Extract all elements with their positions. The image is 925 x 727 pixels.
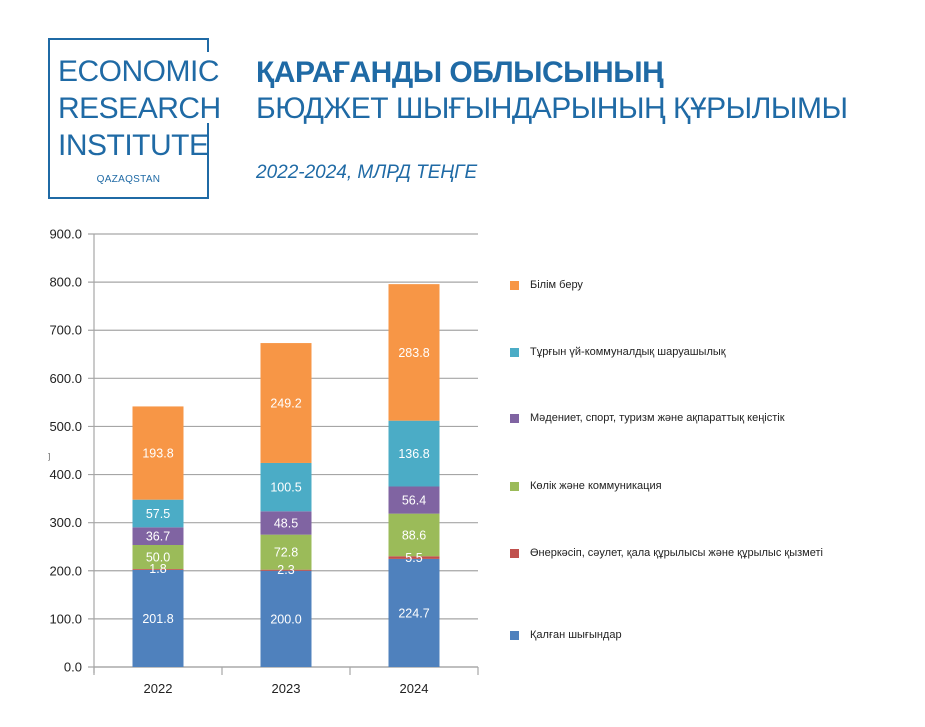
bar-segment [132,569,184,570]
data-label: 2.3 [277,563,294,577]
legend-item: Мәдениет, спорт, туризм және ақпараттық … [510,412,785,424]
x-tick-label: 2023 [272,681,301,696]
page-title-line1: ҚАРАҒАНДЫ ОБЛЫСЫНЫҢ [256,56,664,89]
legend-item: Білім беру [510,279,583,291]
y-tick-label: 0.0 [64,660,82,675]
y-tick-label: 600.0 [49,371,82,386]
data-label: 5.5 [405,551,422,565]
bar-segment [132,527,184,545]
logo-subtext: QAZAQSTAN [96,174,161,185]
y-tick-label: 200.0 [49,563,82,578]
logo-line-economic: ECONOMIC [58,55,220,88]
bar-segment [260,570,312,667]
y-tick-label: 800.0 [49,275,82,290]
legend-swatch [510,630,519,640]
logo-line-institute: INSTITUTE [58,129,209,162]
legend-swatch [510,548,519,558]
data-label: 224.7 [398,606,429,620]
bar-segment [132,544,184,570]
bar-segment [132,569,184,667]
data-label: 193.8 [142,447,173,461]
y-tick-label: 500.0 [49,419,82,434]
bar-segment [388,486,440,514]
legend-label: Тұрғын үй-коммуналдық шаруашылық [530,346,726,358]
bar-segment [260,569,312,571]
x-tick-label: 2024 [400,681,429,696]
data-label: 36.7 [146,530,170,544]
legend-label: Білім беру [530,279,583,291]
legend-item: Көлік және коммуникация [510,480,662,492]
bar-segment [388,420,440,487]
legend-label: Өнеркәсіп, сәулет, қала құрылысы және құ… [530,547,823,559]
y-tick-label: 700.0 [49,323,82,338]
data-label: 72.8 [274,546,298,560]
legend-item: Өнеркәсіп, сәулет, қала құрылысы және құ… [510,547,823,559]
legend-swatch [510,481,519,491]
x-tick-label: 2022 [144,681,173,696]
legend-label: Көлік және коммуникация [530,480,662,492]
data-label: 56.4 [402,494,426,508]
bar-segment [260,462,312,512]
data-label: 1.8 [149,562,166,576]
page-title-line2: БЮДЖЕТ ШЫҒЫНДАРЫНЫҢ ҚҰРЫЛЫМЫ [256,92,848,125]
data-label: 57.5 [146,507,170,521]
legend-swatch [510,280,519,290]
bar-segment [388,558,440,667]
data-label: 50.0 [146,551,170,565]
data-label: 48.5 [274,516,298,530]
logo-frame-bottom [48,197,209,199]
bar-segment [388,513,440,557]
data-label: 100.5 [270,481,301,495]
bar-segment [260,534,312,570]
page-subtitle: 2022-2024, МЛРД ТЕҢГЕ [256,162,478,183]
logo-frame-right-top [207,38,209,52]
legend-swatch [510,347,519,357]
logo-frame-left [48,38,50,199]
logo-frame-top [48,38,209,40]
bar-segment [388,284,440,421]
bar-segment [132,499,184,528]
data-label: 283.8 [398,346,429,360]
bar-segment [132,406,184,500]
logo-frame-right-bottom [207,123,209,199]
legend-item: Қалған шығындар [510,629,622,641]
bar-segment [260,511,312,535]
data-label: 136.8 [398,447,429,461]
logo: ECONOMIC RESEARCH INSTITUTE QAZAQSTAN [48,38,221,199]
logo-line-research: RESEARCH [58,92,221,125]
data-label: 249.2 [270,397,301,411]
legend-label: Қалған шығындар [530,629,622,641]
y-tick-label: 100.0 [49,611,82,626]
data-label: 88.6 [402,528,426,542]
data-label: 200.0 [270,612,301,626]
bar-segment [388,556,440,559]
y-tick-label: 400.0 [49,467,82,482]
legend-label: Мәдениет, спорт, туризм және ақпараттық … [530,412,785,424]
legend-item: Тұрғын үй-коммуналдық шаруашылық [510,346,726,358]
legend-swatch [510,413,519,423]
stray-mark: ] [48,452,51,461]
bar-segment [260,343,312,463]
y-tick-label: 900.0 [49,227,82,242]
data-label: 201.8 [142,612,173,626]
y-tick-label: 300.0 [49,515,82,530]
